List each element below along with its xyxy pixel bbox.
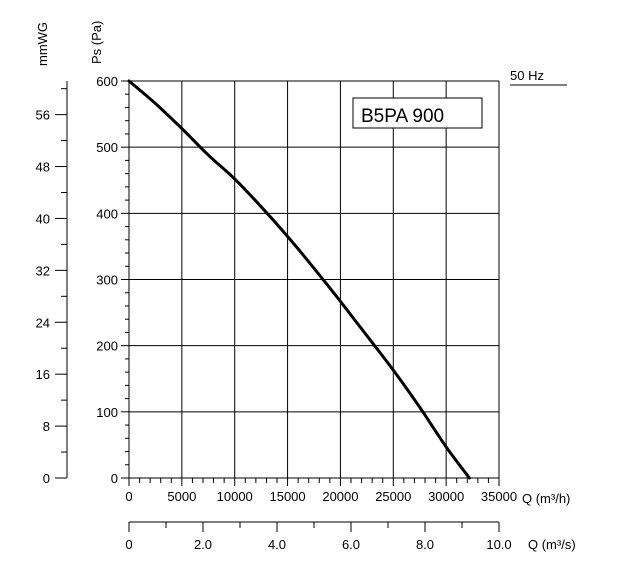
- secondary-x-tick-label: 6.0: [342, 537, 360, 552]
- x-tick-label: 0: [125, 489, 132, 504]
- x-tick-label: 30000: [428, 489, 464, 504]
- secondary-y-tick-label: 48: [36, 160, 50, 175]
- secondary-x-tick-label: 10.0: [486, 537, 511, 552]
- pressure-curve: [127, 79, 471, 480]
- x-axis-label: Q (m³/h): [522, 491, 570, 506]
- y-tick-label: 100: [96, 405, 118, 420]
- frequency-label: 50 Hz: [510, 68, 544, 83]
- secondary-y-tick-label: 0: [43, 471, 50, 486]
- x-axis-label-secondary: Q (m³/s): [528, 537, 576, 552]
- y-tick-label: 200: [96, 339, 118, 354]
- secondary-y-tick-label: 32: [36, 263, 50, 278]
- y-axis-label-secondary: mmWG: [35, 22, 50, 66]
- secondary-y-tick-label: 40: [36, 211, 50, 226]
- x-tick-label: 15000: [269, 489, 305, 504]
- secondary-y-tick-label: 56: [36, 108, 50, 123]
- secondary-y-tick-label: 24: [36, 315, 50, 330]
- secondary-x-tick-label: 0: [125, 537, 132, 552]
- y-tick-label: 400: [96, 206, 118, 221]
- x-tick-label: 25000: [375, 489, 411, 504]
- x-tick-label: 10000: [217, 489, 253, 504]
- secondary-x-tick-label: 8.0: [416, 537, 434, 552]
- x-tick-label: 20000: [322, 489, 358, 504]
- y-tick-label: 300: [96, 273, 118, 288]
- y-axis-label: Ps (Pa): [89, 21, 104, 64]
- x-tick-label: 5000: [167, 489, 196, 504]
- chart-title: B5PA 900: [361, 106, 444, 127]
- secondary-y-tick-label: 8: [43, 419, 50, 434]
- ticks: [55, 80, 500, 532]
- secondary-y-tick-label: 16: [36, 367, 50, 382]
- y-tick-label: 0: [111, 471, 118, 486]
- grid: [129, 80, 500, 478]
- x-tick-label: 35000: [481, 489, 517, 504]
- y-tick-label: 500: [96, 140, 118, 155]
- secondary-x-tick-label: 2.0: [194, 537, 212, 552]
- title-box: [352, 97, 483, 129]
- secondary-x-tick-label: 4.0: [268, 537, 286, 552]
- y-tick-label: 600: [96, 74, 118, 89]
